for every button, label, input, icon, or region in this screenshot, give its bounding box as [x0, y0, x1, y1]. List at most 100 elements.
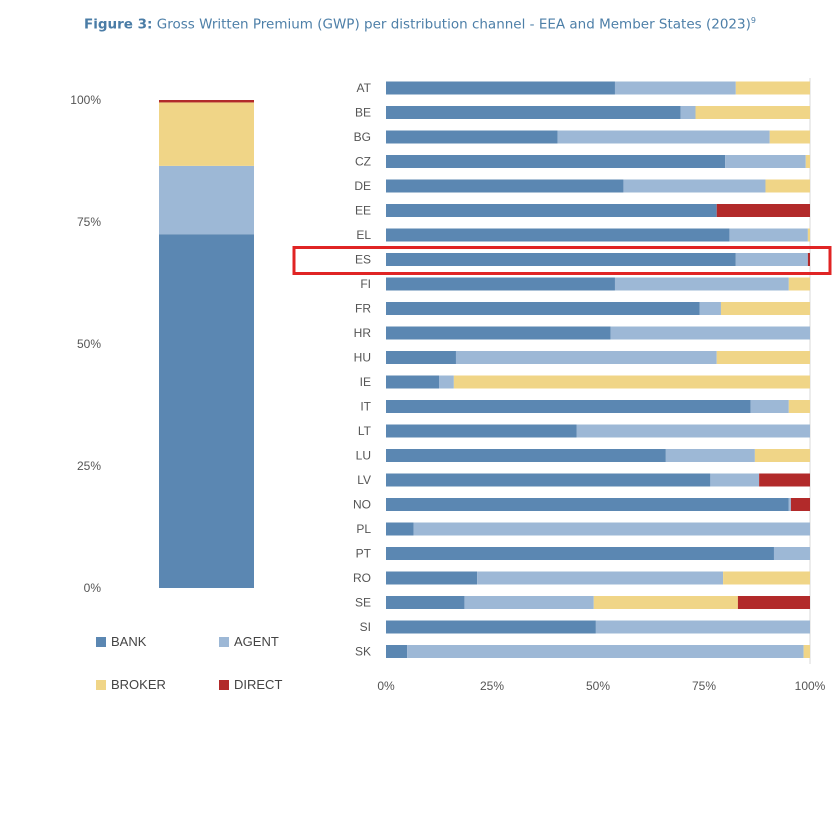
legend-swatch-bank — [96, 637, 106, 647]
bar-at-broker — [735, 81, 810, 95]
figure-label: Figure 3: — [84, 16, 153, 33]
eea-bar-bank — [159, 234, 254, 588]
bar-ie-bank — [386, 375, 439, 389]
bar-bg-agent — [557, 130, 770, 144]
bar-hr-agent — [610, 326, 810, 340]
country-label: LU — [356, 449, 371, 463]
country-label: DE — [354, 179, 371, 193]
legend-swatch-broker — [96, 680, 106, 690]
country-label: PT — [356, 547, 372, 561]
country-label: LV — [357, 473, 371, 487]
y-tick-label: 75% — [77, 215, 101, 229]
country-label: LT — [358, 424, 372, 438]
bar-el-bank — [386, 228, 730, 242]
bar-se-broker — [593, 596, 738, 609]
country-label: HR — [354, 326, 372, 340]
bar-it-broker — [788, 400, 810, 413]
country-label: CZ — [355, 155, 371, 169]
figure-title: Figure 3: Gross Written Premium (GWP) pe… — [0, 16, 840, 33]
x-tick-label: 0% — [377, 679, 395, 693]
eea-bar-agent — [159, 165, 254, 235]
bar-ee-bank — [386, 204, 717, 217]
country-label: IE — [360, 375, 371, 389]
country-label: ES — [355, 253, 371, 267]
bar-sk-agent — [407, 645, 804, 658]
bar-lu-bank — [386, 449, 666, 462]
figure-title-text: Gross Written Premium (GWP) per distribu… — [156, 16, 751, 33]
country-label: HU — [354, 351, 371, 365]
bar-se-direct — [737, 596, 810, 609]
bar-pl-agent — [413, 522, 810, 536]
bar-fr-broker — [720, 302, 810, 315]
bar-at-agent — [614, 81, 736, 95]
country-label: AT — [357, 81, 372, 95]
country-label: RO — [353, 571, 371, 585]
bar-lu-broker — [754, 449, 810, 462]
x-tick-label: 25% — [480, 679, 504, 693]
eea-bar-broker — [159, 102, 254, 166]
legend-swatch-agent — [219, 637, 229, 647]
figure-footnote: 9 — [750, 16, 756, 25]
country-label: PL — [356, 522, 371, 536]
x-tick-label: 75% — [692, 679, 716, 693]
bar-it-agent — [750, 400, 789, 413]
highlight-box-es — [292, 246, 832, 275]
y-tick-label: 50% — [77, 337, 101, 351]
bar-hu-agent — [455, 351, 717, 364]
x-tick-label: 50% — [586, 679, 610, 693]
legend-label-agent: AGENT — [234, 634, 279, 649]
bar-si-agent — [595, 620, 810, 634]
bar-fi-bank — [386, 277, 615, 291]
bar-no-direct — [790, 498, 810, 511]
bar-be-bank — [386, 106, 681, 119]
y-tick-label: 100% — [70, 93, 101, 107]
bar-cz-bank — [386, 155, 726, 168]
legend-swatch-direct — [219, 680, 229, 690]
bar-se-bank — [386, 596, 465, 609]
bar-fr-agent — [699, 302, 721, 315]
y-tick-label: 0% — [84, 581, 102, 595]
bar-be-agent — [680, 106, 696, 119]
bar-sk-bank — [386, 645, 408, 658]
bar-ro-bank — [386, 571, 478, 585]
bar-ro-broker — [723, 571, 810, 585]
bar-el-agent — [729, 228, 808, 242]
bar-pt-bank — [386, 547, 774, 560]
bar-fi-agent — [614, 277, 789, 291]
bar-at-bank — [386, 81, 615, 95]
x-tick-label: 100% — [795, 679, 826, 693]
country-label: BE — [355, 106, 371, 120]
bar-it-bank — [386, 400, 751, 413]
bar-ee-direct — [716, 204, 810, 217]
bar-bg-bank — [386, 130, 558, 144]
bar-cz-broker — [805, 155, 810, 168]
bar-hu-bank — [386, 351, 456, 364]
bar-pt-agent — [773, 547, 810, 560]
legend-label-broker: BROKER — [111, 677, 166, 692]
bar-lv-direct — [759, 473, 810, 487]
country-label: FR — [355, 302, 371, 316]
bar-bg-broker — [769, 130, 810, 144]
bar-pl-bank — [386, 522, 414, 536]
bar-be-broker — [695, 106, 810, 119]
country-label: IT — [360, 400, 371, 414]
bar-lv-agent — [710, 473, 760, 487]
bar-no-agent — [788, 498, 791, 511]
bar-el-broker — [807, 228, 810, 242]
bar-de-agent — [623, 179, 766, 193]
country-label: FI — [360, 277, 371, 291]
bar-de-bank — [386, 179, 624, 193]
bar-es-direct — [807, 253, 810, 266]
bar-ie-broker — [453, 375, 810, 389]
eea-bar-direct — [159, 100, 254, 103]
country-label: BG — [354, 130, 371, 144]
bar-hr-bank — [386, 326, 611, 340]
country-label: SI — [360, 620, 371, 634]
y-tick-label: 25% — [77, 459, 101, 473]
country-label: SE — [355, 596, 371, 610]
bar-lt-bank — [386, 424, 577, 438]
bar-ro-agent — [477, 571, 724, 585]
country-label: NO — [353, 498, 371, 512]
legend-label-bank: BANK — [111, 634, 147, 649]
bar-se-agent — [464, 596, 594, 609]
